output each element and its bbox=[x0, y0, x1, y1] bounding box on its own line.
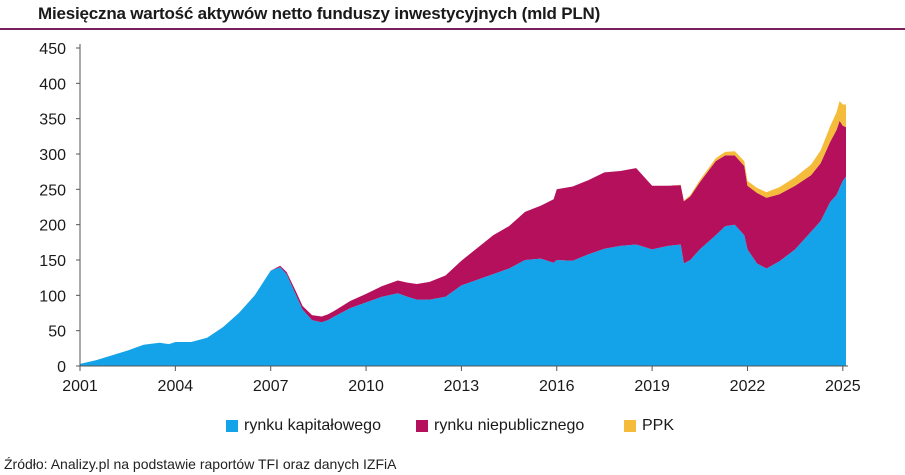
y-tick-label: 200 bbox=[39, 218, 66, 235]
legend-label-rynku-kapitalowego: rynku kapitałowego bbox=[244, 417, 381, 434]
title-divider bbox=[0, 28, 905, 30]
y-tick-label: 100 bbox=[39, 288, 66, 305]
legend-swatch-ppk bbox=[624, 420, 636, 432]
y-tick-label: 250 bbox=[39, 182, 66, 199]
y-tick-label: 150 bbox=[39, 253, 66, 270]
y-tick-label: 50 bbox=[48, 324, 66, 341]
legend-item-rynku-niepublicznego: rynku niepublicznego bbox=[416, 417, 584, 435]
x-tick-label: 2019 bbox=[634, 378, 670, 395]
x-tick-label: 2013 bbox=[444, 378, 480, 395]
x-tick-label: 2025 bbox=[825, 378, 861, 395]
y-tick-label: 350 bbox=[39, 112, 66, 129]
legend-item-ppk: PPK bbox=[624, 417, 674, 435]
area-rynku-kapitalowego bbox=[80, 176, 846, 366]
y-tick-label: 400 bbox=[39, 76, 66, 93]
legend-item-rynku-kapitalowego: rynku kapitałowego bbox=[226, 417, 381, 435]
legend-swatch-rynku-kapitalowego bbox=[226, 420, 238, 432]
legend-label-ppk: PPK bbox=[642, 417, 675, 434]
y-tick-label: 450 bbox=[39, 41, 66, 58]
chart-title: Miesięczna wartość aktywów netto fundusz… bbox=[38, 4, 601, 23]
legend-swatch-rynku-niepublicznego bbox=[416, 420, 428, 432]
y-tick-label: 0 bbox=[57, 359, 66, 376]
x-tick-label: 2004 bbox=[158, 378, 194, 395]
x-tick-label: 2001 bbox=[62, 378, 98, 395]
area-chart: 0 50 100 150 200 250 300 350 400 450 2001 2004 2007 2… bbox=[39, 41, 861, 395]
x-tick-label: 2022 bbox=[730, 378, 766, 395]
x-tick-label: 2010 bbox=[348, 378, 384, 395]
area-rynku-niepublicznego bbox=[80, 120, 846, 364]
legend-label-rynku-niepublicznego: rynku niepublicznego bbox=[434, 417, 585, 434]
x-tick-label: 2016 bbox=[539, 378, 575, 395]
chart-legend: rynku kapitałowego rynku niepublicznego … bbox=[0, 417, 905, 437]
y-tick-label: 300 bbox=[39, 147, 66, 164]
x-tick-label: 2007 bbox=[253, 378, 289, 395]
source-note: Źródło: Analizy.pl na podstawie raportów… bbox=[4, 456, 397, 472]
